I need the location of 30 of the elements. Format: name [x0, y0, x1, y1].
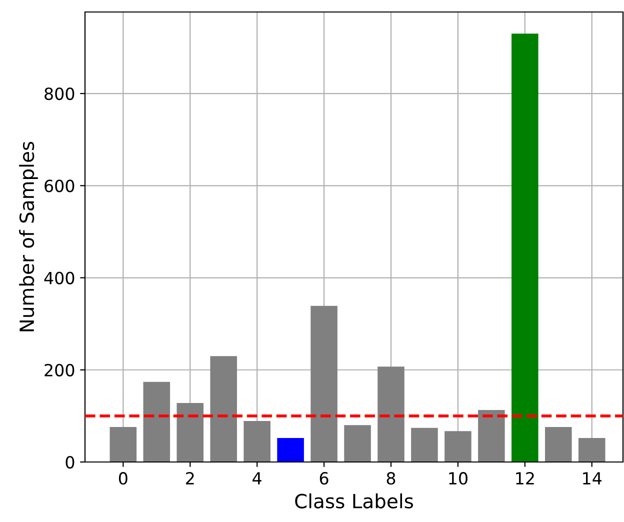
bar	[110, 426, 137, 462]
x-tick-label: 8	[386, 472, 396, 485]
x-tick-label: 0	[118, 472, 128, 485]
x-axis-title: Class Labels	[295, 493, 414, 508]
bar	[478, 410, 505, 462]
y-axis-title: Number of Samples	[19, 142, 38, 332]
bar	[578, 438, 606, 462]
bar	[344, 425, 371, 462]
y-tick-label: 400	[44, 272, 74, 284]
y-tick-label: 800	[44, 87, 74, 100]
bar	[210, 356, 237, 462]
y-tick-label: 200	[44, 364, 74, 376]
y-tick-label: 600	[44, 180, 74, 192]
bar	[176, 403, 204, 462]
bar	[310, 306, 338, 462]
x-tick-label: 6	[320, 472, 328, 485]
x-tick-label: 14	[583, 472, 602, 484]
bar	[512, 34, 538, 462]
x-tick-label: 4	[252, 472, 262, 484]
x-tick-label: 2	[186, 472, 194, 484]
bar	[277, 438, 304, 462]
bar	[244, 421, 270, 462]
bar	[444, 431, 472, 462]
y-tick-label: 0	[66, 456, 74, 469]
x-tick-label: 12	[516, 472, 534, 484]
bar	[411, 428, 438, 462]
bar	[143, 382, 170, 462]
bar	[544, 426, 572, 462]
bar	[378, 366, 404, 462]
x-tick-label: 10	[449, 472, 468, 485]
